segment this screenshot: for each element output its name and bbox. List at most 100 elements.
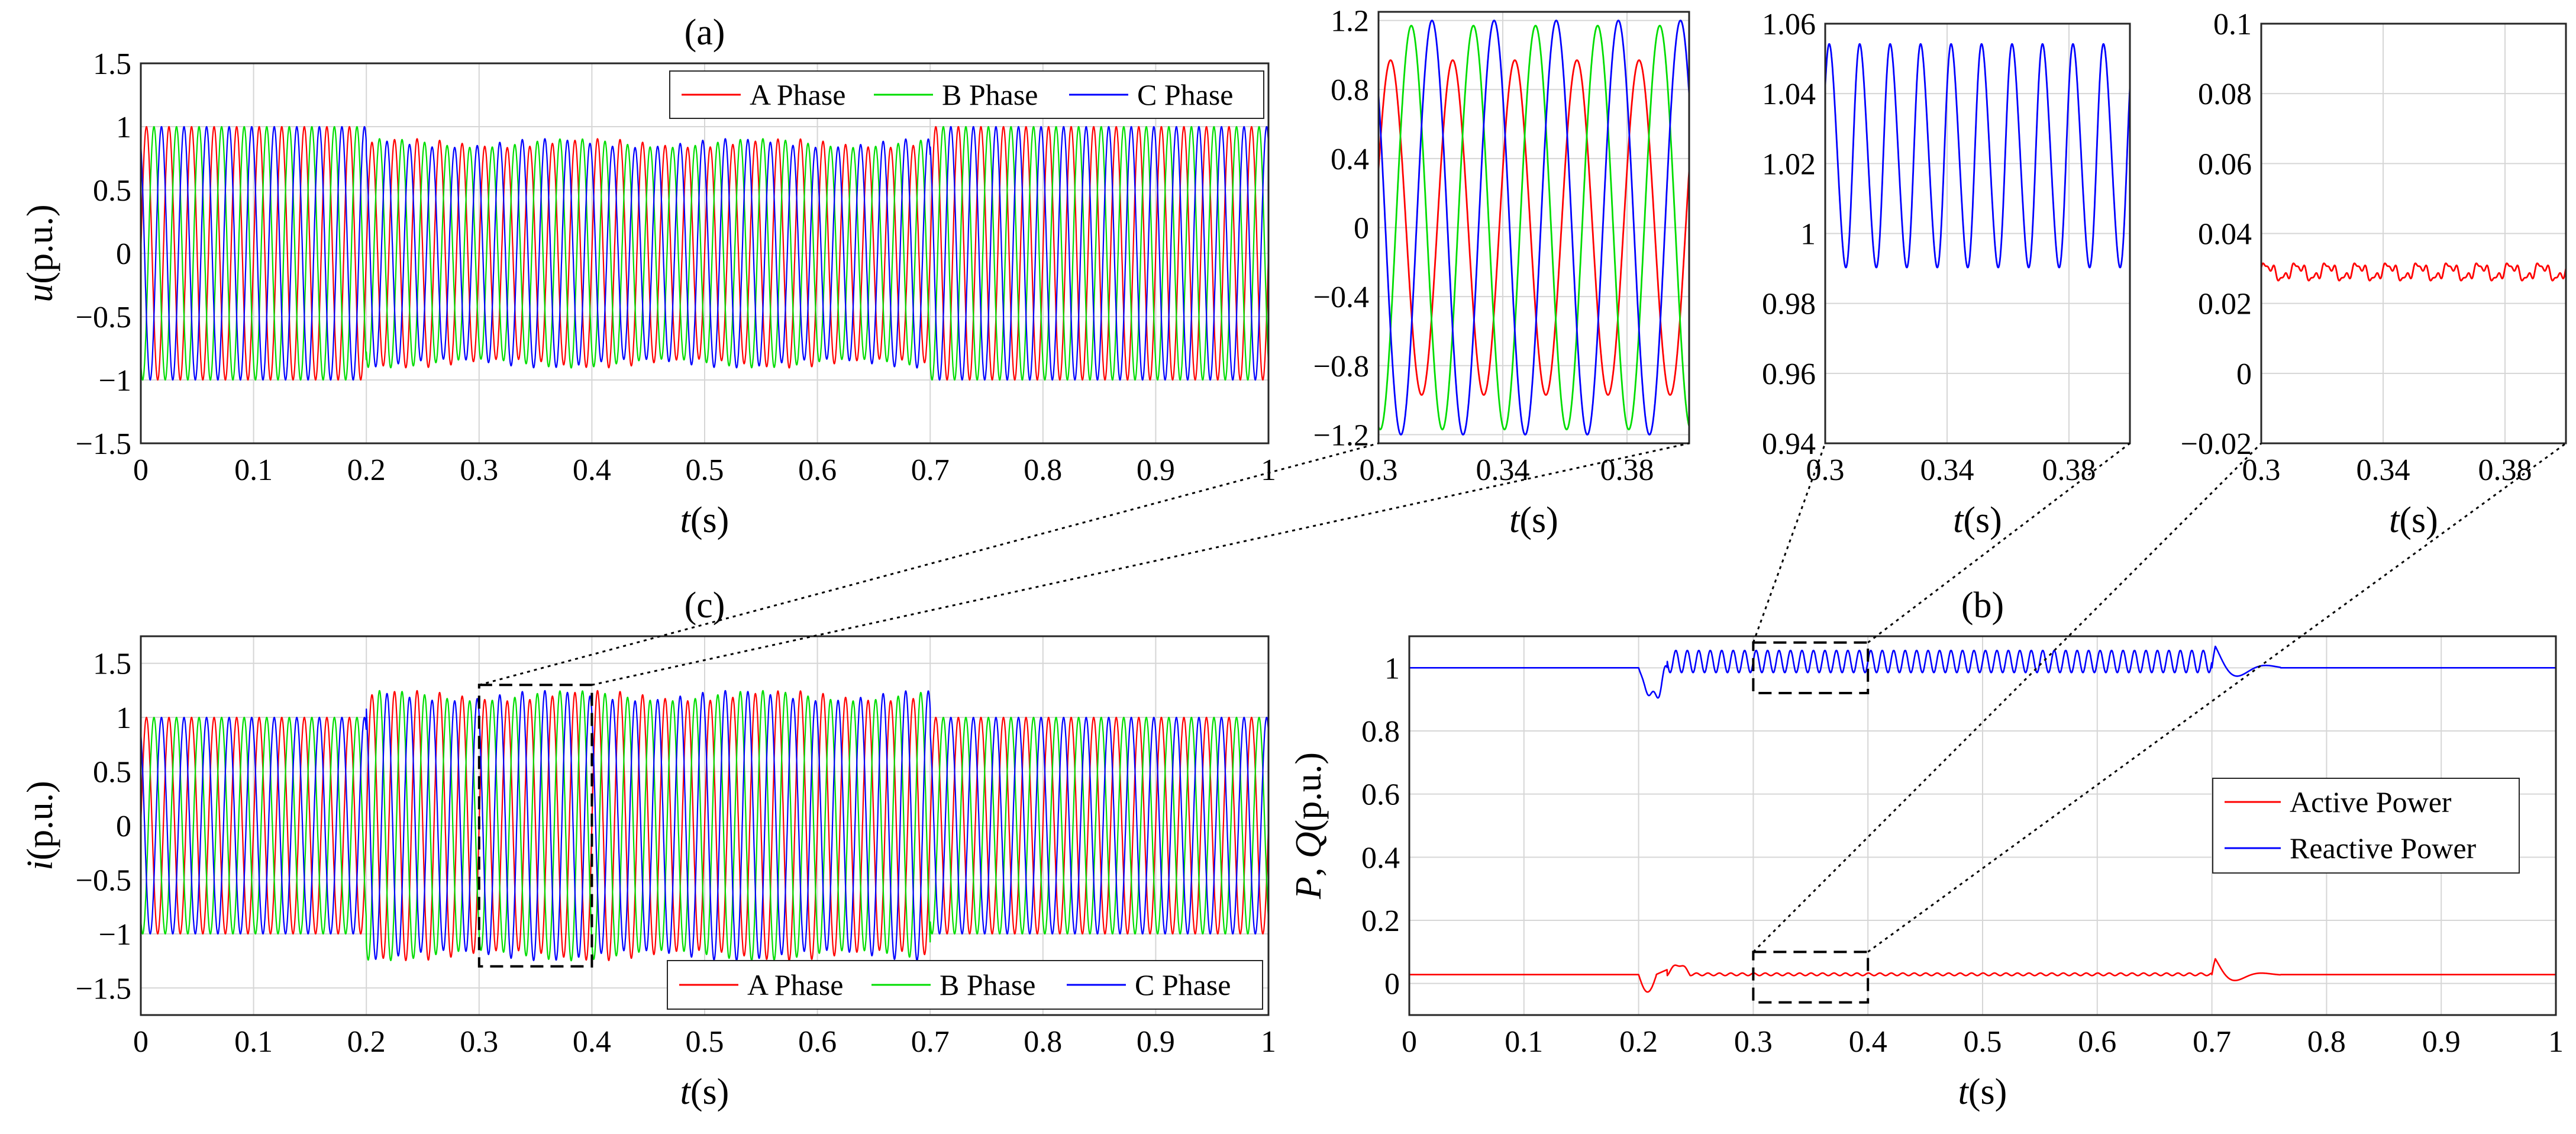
x-tick-label: 0.7 [2193,1025,2231,1059]
series-line-c-phase [1379,20,1689,436]
chart-zoom-active: 0.3 0.34 0.38 −0.02 0 0.02 0.04 0.06 0.08 0.1 t(s) [2181,8,2567,540]
y-tick-label: 0.02 [2198,288,2252,321]
zoom-box [1752,951,1870,1004]
legend-box [2212,778,2520,874]
y-tick-label: 0 [2236,357,2252,391]
y-tick-label: 0.2 [1361,904,1400,938]
x-tick-label: 0.6 [2078,1025,2116,1059]
series-line-active-power [1409,958,2556,993]
y-tick-label: 0.98 [1762,288,1816,321]
x-tick-label: 0.34 [1476,453,1530,487]
chart-title: (a) [685,12,725,53]
legend-label: C Phase [1135,968,1231,1001]
y-tick-label: 0.96 [1762,357,1816,391]
plot-frame [140,62,1270,444]
series-line-reactive-power [1409,645,2556,699]
zoom-box [477,684,593,968]
x-tick-label: 1 [2548,1025,2564,1059]
y-tick-label: 1.02 [1762,147,1816,181]
x-tick-label: 0.38 [1600,453,1654,487]
y-tick-label: 1 [1384,652,1400,685]
y-tick-label: 1.2 [1331,5,1369,38]
legend-label: A Phase [750,78,846,111]
y-tick-label: 0.8 [1361,715,1400,749]
y-tick-label: −0.5 [76,864,131,897]
y-tick-label: 0.1 [2213,8,2252,41]
x-tick-label: 0.3 [460,1025,498,1059]
x-tick-label: 0.4 [1849,1025,1887,1059]
zoom-box [1752,641,1870,694]
y-tick-label: 0 [1384,968,1400,1001]
x-axis-label: t(s) [2389,500,2438,540]
series-line-b-phase [141,125,1268,381]
y-tick-label: 0.4 [1331,143,1369,176]
zoom-connector-line [1752,443,1826,643]
x-tick-label: 0.38 [2478,453,2532,487]
x-tick-label: 0.7 [911,453,950,487]
y-tick-label: −1 [99,364,131,398]
x-tick-label: 0.1 [1505,1025,1543,1059]
chart-zoom-reactive: 0.3 0.34 0.38 0.94 0.96 0.98 1 1.02 1.04 1.06 t(s) [1762,8,2131,540]
chart-title: (b) [1961,585,2004,626]
legend-box [667,960,1263,1010]
chart-b: 0 0.1 0.2 0.3 0.4 0.5 0.6 0.7 0.8 0.9 1 0 0.2 0.4 0.6 0… [1289,585,2564,1112]
x-tick-label: 0.34 [2357,453,2410,487]
y-tick-label: 1.5 [93,647,131,681]
x-tick-label: 1 [1261,1025,1276,1059]
x-tick-label: 0.34 [1920,453,1974,487]
chart-c: 0 0.1 0.2 0.3 0.4 0.5 0.6 0.7 0.8 0.9 1 −1.5 −1 −0.5 0… [20,585,1276,1112]
x-tick-label: 0.38 [2042,453,2096,487]
y-tick-label: −0.8 [1313,350,1369,384]
x-axis-label: t(s) [680,500,729,540]
chart-zoom-current: 0.3 0.34 0.38 −1.2 −0.8 −0.4 0 0.4 0.8 1.2 t(s) [1313,5,1690,540]
x-tick-label: 0.2 [1619,1025,1658,1059]
y-tick-label: 0.5 [93,756,131,790]
plot-frame [140,635,1270,1016]
x-tick-label: 0.3 [1360,453,1398,487]
zoom-connector-line [1752,442,2262,953]
x-tick-label: 0.6 [798,1025,837,1059]
x-tick-label: 0.9 [2422,1025,2461,1059]
x-tick-label: 0.2 [347,453,386,487]
x-tick-label: 0.8 [2307,1025,2346,1059]
y-tick-label: 1.5 [93,47,131,81]
legend-label: C Phase [1137,78,1234,111]
x-tick-label: 0.3 [1806,453,1845,487]
y-tick-label: 0 [1354,212,1369,246]
x-tick-label: 0.1 [234,453,273,487]
legend: A Phase B Phase C Phase [667,960,1263,1010]
legend-label: B Phase [942,78,1038,111]
zoom-connector-line [592,442,1690,686]
series-line-reactive-power [1825,43,2130,269]
y-tick-label: −1.2 [1313,418,1369,452]
y-tick-label: 1.06 [1762,8,1816,41]
y-axis-label: P, Q(p.u.) [1289,752,1329,900]
x-axis-label: t(s) [1953,500,2002,540]
chart-title: (c) [685,585,725,626]
zoom-connector-line [1867,442,2567,953]
y-tick-label: 0.4 [1361,841,1400,875]
x-tick-label: 0.4 [573,1025,611,1059]
x-tick-label: 0.5 [686,1025,724,1059]
x-tick-label: 0.8 [1024,453,1062,487]
x-axis-label: t(s) [680,1072,729,1112]
y-tick-label: −0.5 [76,301,131,334]
y-tick-label: −0.02 [2181,427,2252,461]
x-tick-label: 0.9 [1137,1025,1175,1059]
y-axis-label: i(p.u.) [20,781,60,871]
legend-label: Reactive Power [2290,832,2477,865]
x-tick-label: 0.3 [1734,1025,1773,1059]
y-tick-label: 0 [116,237,131,271]
zoom-connector-line [479,442,1379,686]
series-line-a-phase [141,690,1268,962]
plot-frame [1408,635,2557,1016]
y-tick-label: 1.04 [1762,78,1816,111]
x-tick-label: 0 [133,453,149,487]
plot-frame [1824,22,2131,444]
x-tick-label: 0.5 [1964,1025,2002,1059]
x-tick-label: 0.6 [798,453,837,487]
y-tick-label: 1 [1800,218,1816,252]
y-tick-label: 1 [116,111,131,144]
legend-label: A Phase [747,968,844,1001]
